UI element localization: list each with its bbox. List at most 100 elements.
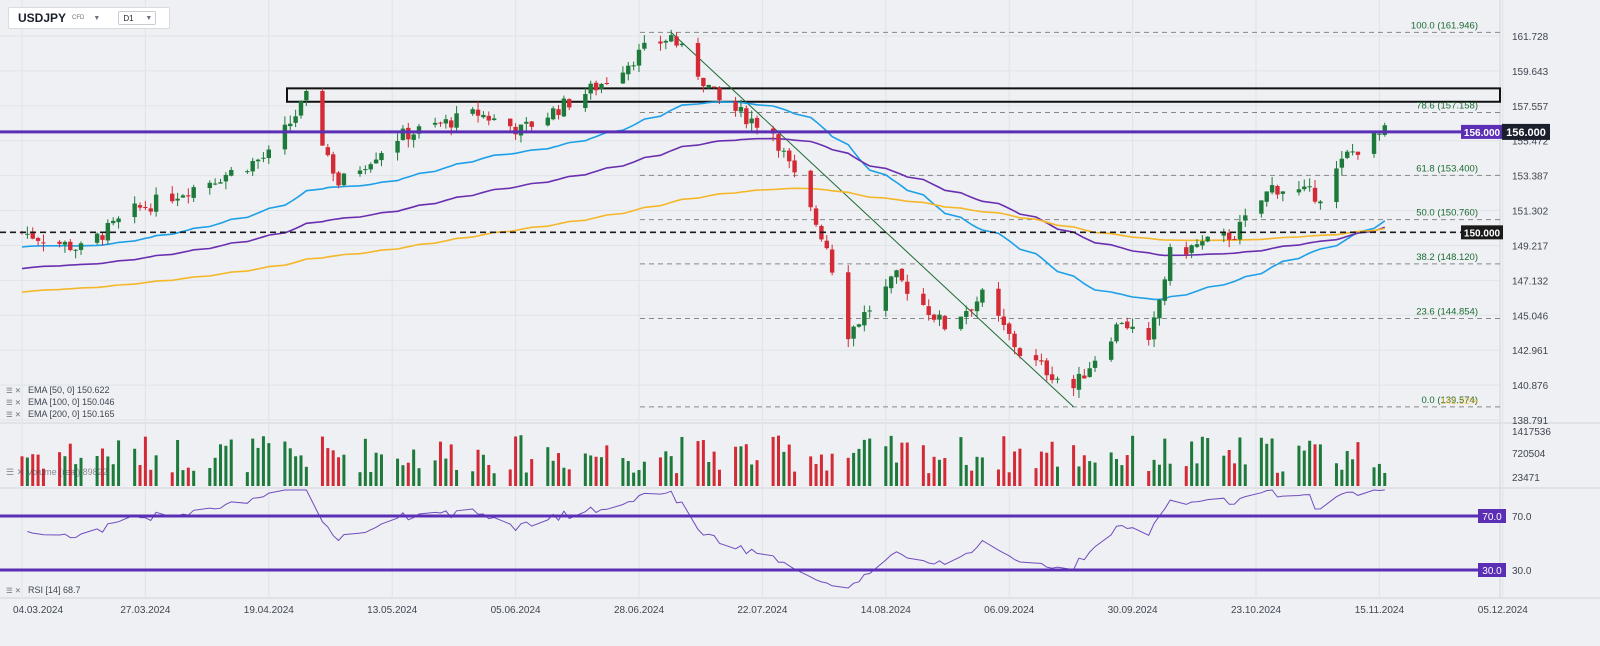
candle-body [62, 241, 68, 245]
candle-body [148, 208, 153, 212]
candle-body [1071, 378, 1076, 389]
candle-body [996, 288, 1001, 316]
symbol-dropdown-icon[interactable]: ▼ [93, 14, 101, 22]
candle-body [658, 41, 663, 44]
volume-bar [819, 454, 823, 486]
volume-bar [181, 470, 185, 486]
candle-body [808, 170, 813, 208]
candle-body [218, 182, 223, 184]
candle-body [78, 243, 84, 250]
volume-bar [787, 444, 791, 486]
volume-bar [637, 470, 641, 486]
volume-bar [1377, 463, 1381, 486]
volume-bar [1200, 436, 1204, 486]
fib-level-label: 23.6 (144.854) [1416, 306, 1478, 317]
volume-bar [1152, 459, 1156, 486]
volume-bar [975, 456, 979, 486]
volume-bar [508, 469, 512, 486]
volume-bar [331, 450, 335, 486]
volume-bar [154, 455, 158, 486]
volume-bar [471, 471, 475, 486]
volume-bar [717, 469, 721, 486]
candle-body [706, 84, 711, 88]
volume-bar [1190, 441, 1194, 486]
volume-bar [219, 444, 223, 486]
volume-bar [862, 439, 866, 486]
timeframe-select[interactable]: D1 ▼ [118, 11, 157, 25]
candle-body [883, 286, 888, 311]
volume-bar [1356, 442, 1360, 486]
rsi-tick-label: 70.0 [1512, 512, 1532, 523]
timeframe-value: D1 [123, 13, 134, 23]
candle-body [749, 118, 754, 124]
volume-bar [1265, 443, 1269, 486]
volume-bar [1270, 438, 1274, 486]
volume-bar [1318, 444, 1322, 486]
rsi-tick-label: 30.0 [1512, 566, 1532, 577]
volume-bar [170, 472, 174, 486]
candle-body [341, 173, 347, 186]
volume-bar [58, 452, 62, 486]
candle-body [143, 206, 148, 208]
candle-body [524, 121, 529, 124]
y-tick-label: 157.557 [1512, 102, 1549, 113]
candle-body [1259, 200, 1264, 214]
candle-body [438, 122, 443, 124]
candle-body [1237, 221, 1243, 240]
candle-body [846, 272, 851, 340]
candle-body [250, 160, 255, 172]
candle-body [1033, 355, 1039, 361]
candle-body [470, 109, 475, 114]
volume-bar [546, 447, 550, 486]
volume-bar [267, 443, 271, 486]
volume-bar [734, 446, 738, 486]
volume-bar [830, 453, 834, 486]
volume-bar [530, 459, 534, 486]
candle-body [1312, 187, 1318, 202]
volume-bar [299, 455, 303, 486]
volume-bar [74, 464, 78, 486]
volume-bar [1281, 471, 1285, 486]
volume-bar [455, 469, 459, 486]
x-tick-label: 06.09.2024 [984, 605, 1034, 616]
candle-body [363, 169, 368, 171]
candle-body [1130, 326, 1135, 329]
volume-bar [117, 440, 121, 486]
fib-level-label: 100.0 (161.946) [1411, 20, 1478, 31]
candle-body [1334, 168, 1339, 202]
candle-body [1200, 241, 1205, 246]
volume-bar [895, 462, 899, 486]
volume-bar [567, 469, 571, 486]
rsi-level-tag [1478, 563, 1506, 577]
volume-bar [583, 453, 587, 486]
volume-bar [36, 454, 40, 486]
volume-bar [1195, 463, 1199, 486]
volume-bar [1018, 448, 1022, 486]
volume-bar [1163, 438, 1167, 486]
volume-bar [519, 435, 523, 486]
candle-body [588, 83, 593, 94]
candle-body [1108, 341, 1114, 360]
candle-body [824, 240, 829, 249]
volume-bar [111, 464, 115, 486]
candle-body [304, 91, 309, 101]
volume-bar [31, 454, 35, 486]
candle-body [132, 203, 137, 218]
volume-bar [996, 469, 1000, 486]
volume-bar [1345, 451, 1349, 486]
candle-body [1296, 189, 1302, 193]
y-tick-label: 147.132 [1512, 276, 1549, 287]
symbol-name[interactable]: USDJPY [18, 11, 67, 25]
volume-bar [825, 470, 829, 486]
candle-body [1087, 368, 1092, 377]
volume-bar [363, 438, 367, 486]
candle-body [851, 326, 856, 339]
candle-body [368, 164, 373, 170]
x-tick-label: 05.06.2024 [491, 605, 541, 616]
volume-bar [1297, 445, 1301, 486]
candle-body [30, 232, 35, 239]
volume-bar [744, 444, 748, 486]
symbol-toolbar[interactable]: USDJPY CFD ▼ D1 ▼ [8, 7, 170, 29]
volume-bar [589, 455, 593, 486]
